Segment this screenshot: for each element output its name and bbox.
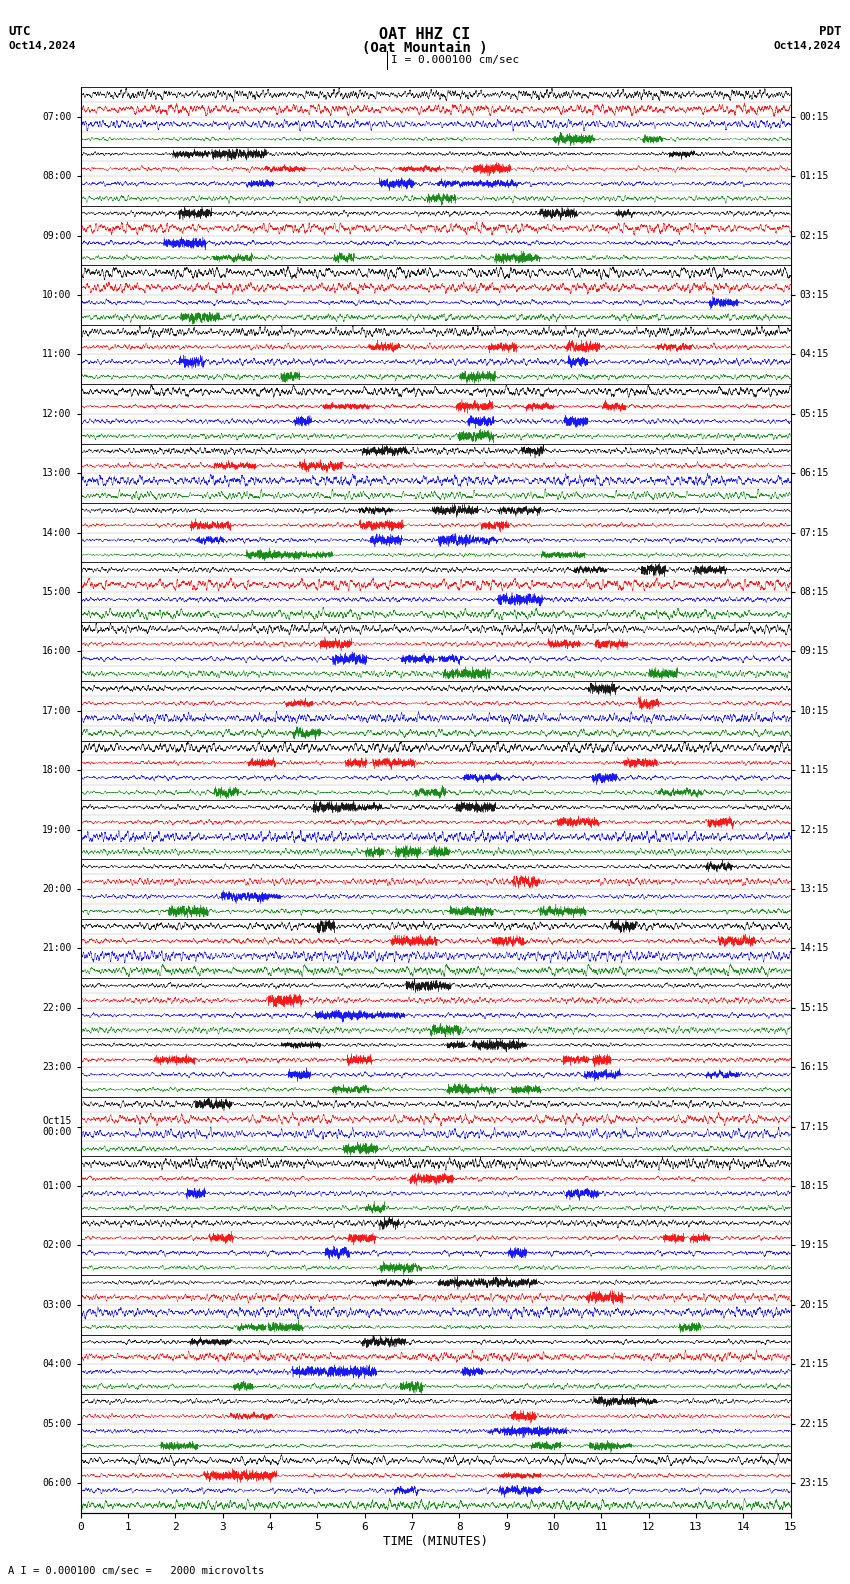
Text: I = 0.000100 cm/sec: I = 0.000100 cm/sec (391, 55, 519, 65)
Text: Oct14,2024: Oct14,2024 (8, 41, 76, 51)
Text: Oct14,2024: Oct14,2024 (774, 41, 842, 51)
Text: UTC: UTC (8, 25, 31, 38)
Text: PDT: PDT (819, 25, 842, 38)
Text: (Oat Mountain ): (Oat Mountain ) (362, 41, 488, 54)
Text: A I = 0.000100 cm/sec =   2000 microvolts: A I = 0.000100 cm/sec = 2000 microvolts (8, 1567, 264, 1576)
X-axis label: TIME (MINUTES): TIME (MINUTES) (383, 1535, 488, 1548)
Text: OAT HHZ CI: OAT HHZ CI (379, 27, 471, 43)
